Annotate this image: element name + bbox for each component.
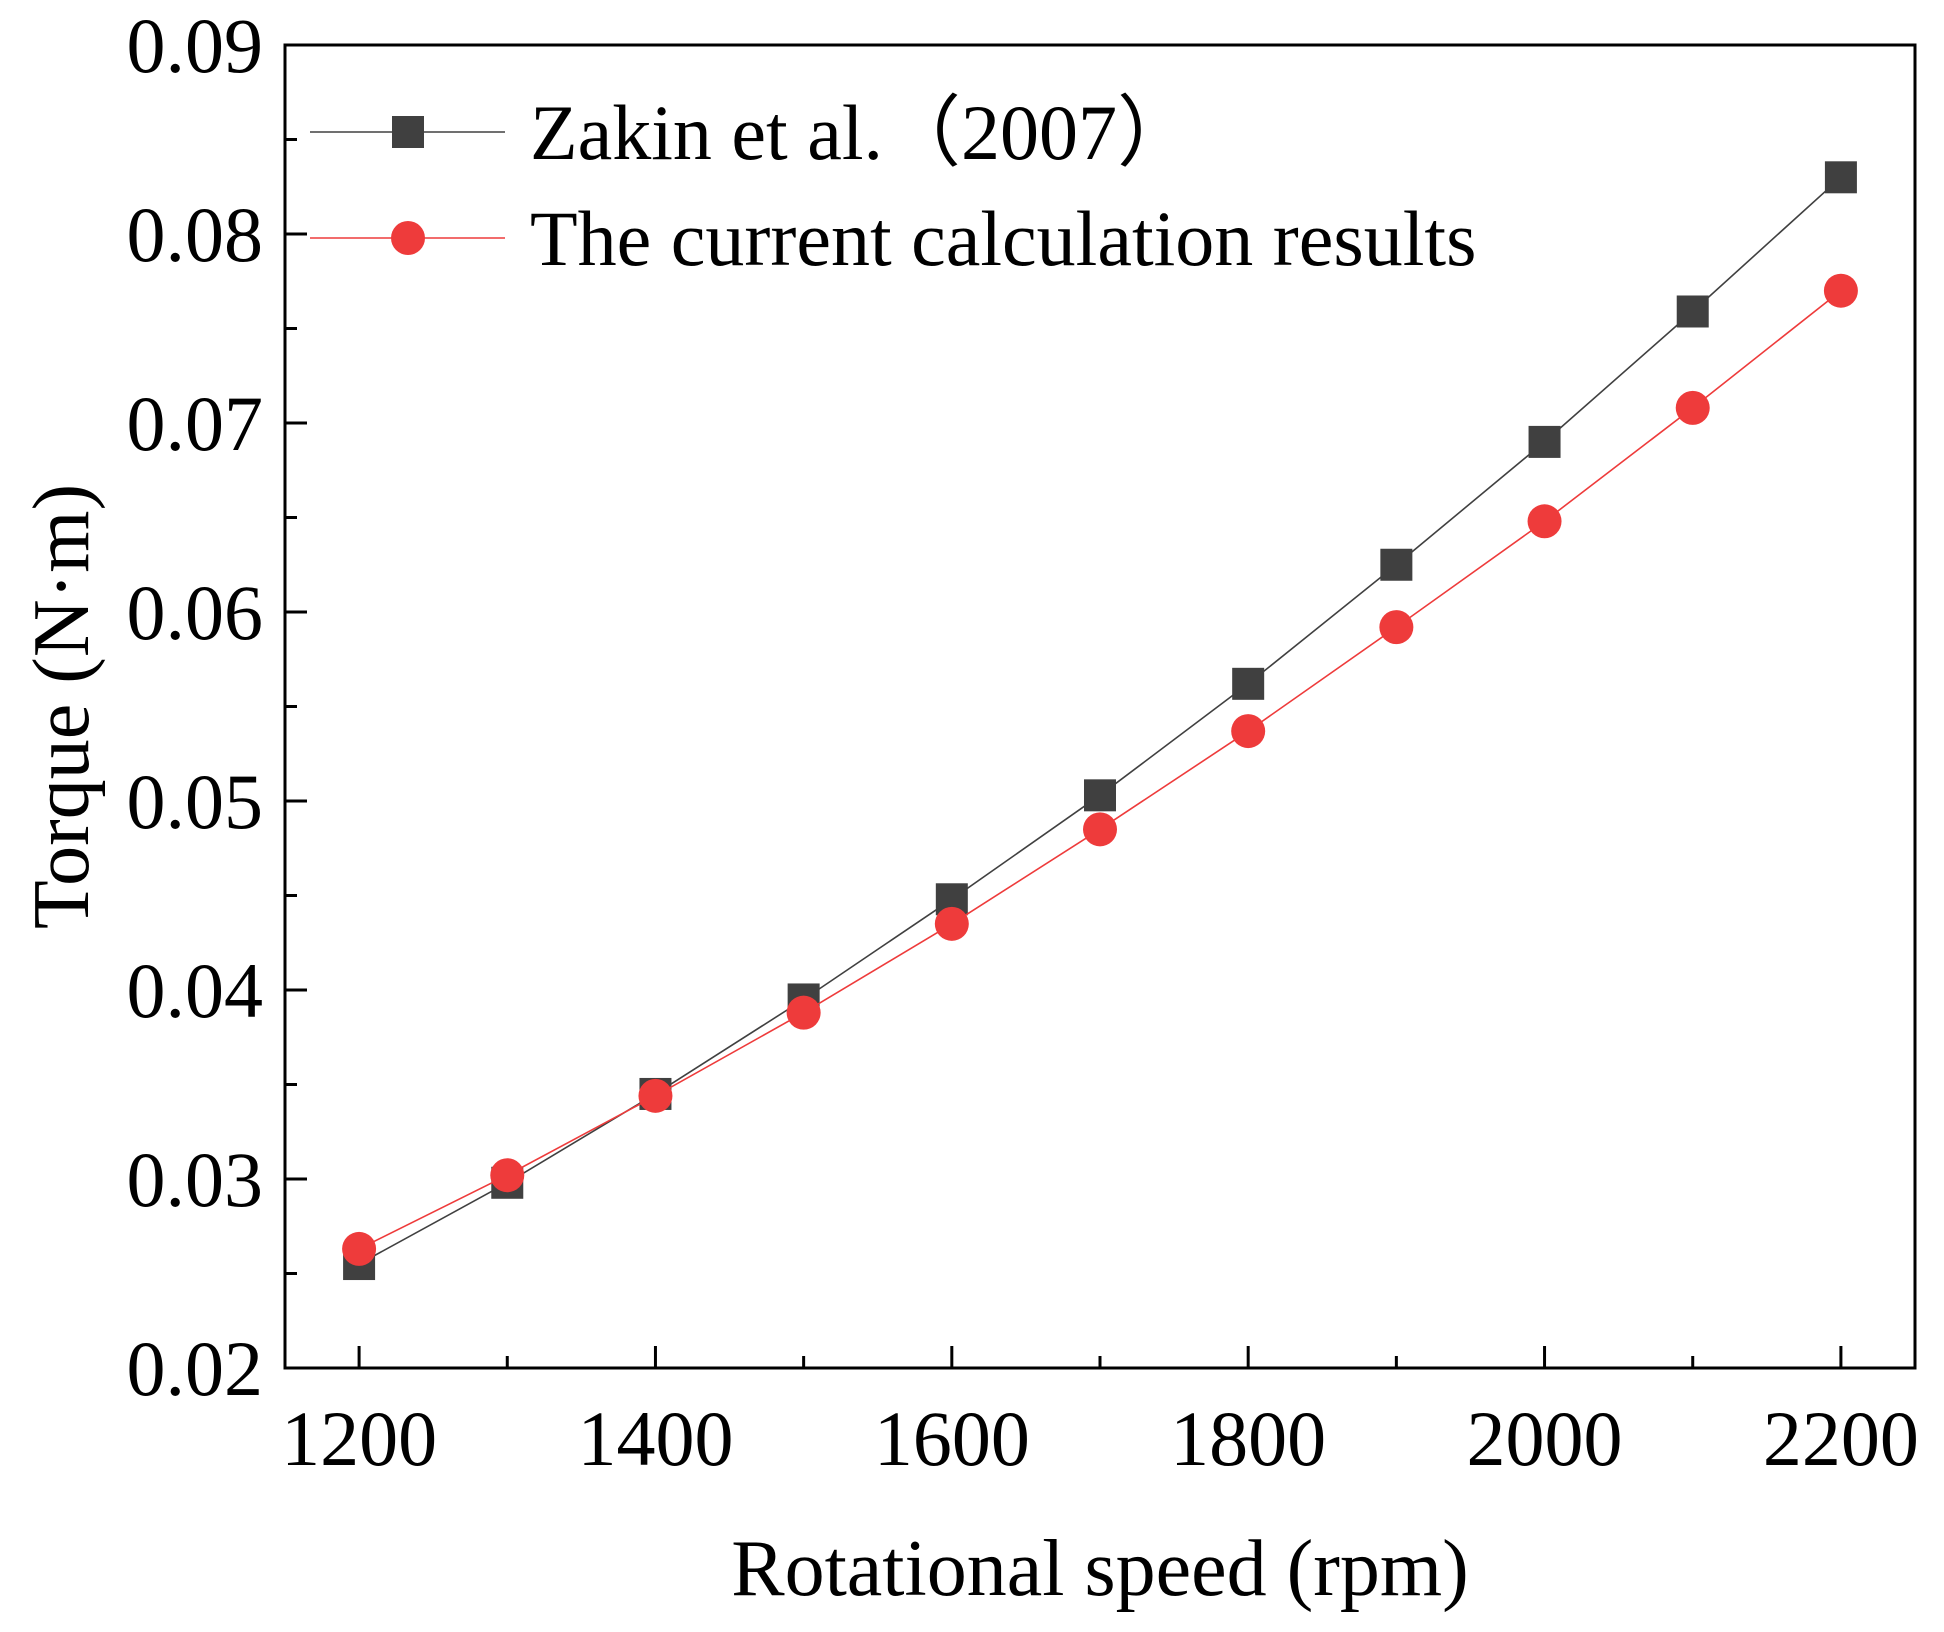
- y-tick-label: 0.02: [127, 1325, 264, 1412]
- legend-entry: The current calculation results: [310, 195, 1476, 282]
- data-point: [1083, 812, 1117, 847]
- data-point: [1380, 548, 1413, 581]
- x-tick-label: 1600: [874, 1395, 1030, 1482]
- y-tick-label: 0.07: [127, 380, 264, 467]
- series-2: [342, 273, 1858, 1266]
- data-point: [786, 995, 821, 1030]
- data-point: [1231, 714, 1266, 749]
- x-tick-label: 1800: [1170, 1395, 1326, 1482]
- data-point: [1527, 504, 1562, 539]
- series-1: [343, 161, 1857, 1281]
- y-tick-label: 0.03: [127, 1136, 264, 1223]
- data-point: [1823, 273, 1858, 308]
- legend-marker: [392, 116, 424, 148]
- major-ticks: [285, 43, 1843, 1370]
- legend-marker: [391, 221, 425, 255]
- data-point: [1379, 610, 1414, 645]
- x-tick-label: 2000: [1467, 1395, 1623, 1482]
- x-tick-label: 1200: [281, 1395, 437, 1482]
- data-point: [342, 1231, 377, 1266]
- y-axis-title: Torque (N·m): [18, 484, 106, 929]
- y-tick-label: 0.05: [127, 758, 264, 845]
- data-point: [1528, 425, 1561, 458]
- y-tick-label: 0.08: [127, 191, 264, 278]
- data-point: [934, 906, 969, 941]
- y-tick-label: 0.09: [127, 2, 264, 89]
- data-point: [1084, 779, 1116, 812]
- data-point: [1824, 161, 1857, 194]
- x-tick-label: 1400: [577, 1395, 733, 1482]
- x-tick-label: 2200: [1763, 1395, 1919, 1482]
- minor-ticks: [285, 138, 1695, 1368]
- plot-frame: [283, 43, 1917, 1370]
- series-line: [358, 176, 1842, 1265]
- series-line: [358, 290, 1842, 1250]
- y-tick-label: 0.06: [127, 569, 264, 656]
- data-point: [1675, 390, 1710, 425]
- legend-entry: Zakin et al.（2007）: [310, 89, 1195, 176]
- data-point: [1676, 295, 1709, 328]
- series-layer: [342, 161, 1858, 1281]
- data-point: [490, 1158, 525, 1193]
- legend: Zakin et al.（2007） The current calculatio…: [310, 89, 1476, 282]
- x-axis-title: Rotational speed (rpm): [731, 1525, 1469, 1613]
- data-point: [1232, 667, 1265, 700]
- tick-labels: 1200 1400 1600 1800 2000 2200 0.02 0.03 0.04 0.05…: [127, 2, 1919, 1482]
- data-point: [638, 1078, 673, 1113]
- y-tick-label: 0.04: [127, 947, 264, 1034]
- legend-label: Zakin et al.（2007）: [530, 89, 1195, 176]
- legend-label: The current calculation results: [530, 195, 1476, 282]
